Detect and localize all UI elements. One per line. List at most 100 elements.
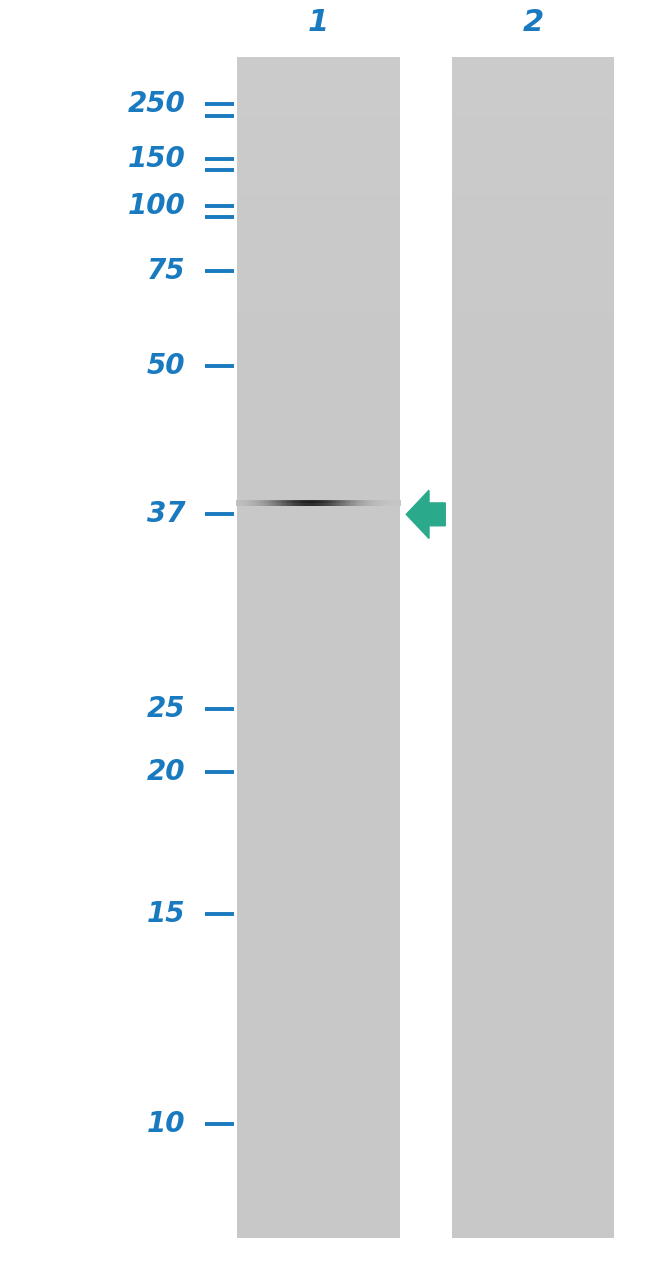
Bar xyxy=(240,503,241,505)
Bar xyxy=(374,502,376,504)
Bar xyxy=(292,503,294,505)
Bar xyxy=(256,502,258,504)
Bar xyxy=(261,503,263,505)
Bar xyxy=(307,503,309,505)
Bar xyxy=(256,503,258,505)
Bar xyxy=(241,500,243,503)
Bar xyxy=(309,500,310,503)
Bar xyxy=(251,502,253,504)
Bar xyxy=(291,500,292,503)
Bar xyxy=(344,500,346,504)
Bar xyxy=(338,503,340,505)
Bar xyxy=(300,502,302,504)
Bar xyxy=(238,503,240,505)
Bar xyxy=(394,502,396,504)
Bar xyxy=(328,500,330,504)
Bar xyxy=(274,502,276,504)
Bar xyxy=(306,500,307,503)
Bar xyxy=(346,503,348,505)
Bar xyxy=(268,502,269,505)
Bar xyxy=(452,314,614,333)
Bar xyxy=(343,503,345,505)
Bar xyxy=(313,500,315,503)
Bar xyxy=(323,502,325,504)
Bar xyxy=(452,57,614,1238)
Bar xyxy=(289,503,291,505)
Bar xyxy=(356,500,358,503)
Bar xyxy=(356,503,358,505)
Bar xyxy=(397,503,399,505)
Bar xyxy=(265,502,266,504)
Bar xyxy=(330,500,332,503)
Bar xyxy=(268,503,269,505)
Bar xyxy=(313,502,315,504)
Bar xyxy=(309,502,310,504)
Bar xyxy=(307,502,309,504)
Bar xyxy=(289,500,291,504)
Bar xyxy=(238,503,240,505)
Bar xyxy=(354,503,356,505)
Bar xyxy=(284,503,286,505)
Bar xyxy=(333,500,335,503)
Bar xyxy=(323,500,325,503)
Bar xyxy=(294,503,296,505)
Bar xyxy=(238,500,240,503)
Bar xyxy=(344,503,346,505)
Bar xyxy=(244,503,246,505)
Bar xyxy=(244,502,246,505)
Bar xyxy=(372,500,374,503)
Bar xyxy=(299,502,300,504)
Bar xyxy=(241,502,243,504)
Bar xyxy=(254,502,256,505)
Bar xyxy=(340,502,341,504)
Bar xyxy=(381,502,383,504)
Bar xyxy=(356,503,358,505)
Bar xyxy=(338,502,340,505)
Bar xyxy=(237,500,238,504)
Bar xyxy=(296,503,297,505)
Bar xyxy=(372,502,374,504)
Bar xyxy=(337,503,338,505)
Bar xyxy=(333,502,335,504)
Bar xyxy=(394,503,396,505)
Bar xyxy=(381,503,383,505)
Bar xyxy=(361,503,363,505)
Bar xyxy=(323,503,325,505)
Bar xyxy=(278,500,280,503)
Text: 37: 37 xyxy=(147,500,185,528)
Bar xyxy=(265,502,266,504)
Bar xyxy=(266,500,268,503)
Bar xyxy=(365,502,366,505)
Bar xyxy=(382,500,384,504)
Bar xyxy=(391,500,393,503)
Bar xyxy=(265,503,266,505)
Bar xyxy=(289,502,291,504)
Bar xyxy=(300,503,302,505)
Bar xyxy=(368,503,369,505)
Bar xyxy=(261,503,263,505)
Bar xyxy=(374,503,376,505)
Bar xyxy=(354,500,356,503)
Bar xyxy=(296,502,297,504)
Bar xyxy=(313,502,315,505)
Bar xyxy=(248,500,250,504)
Bar xyxy=(257,502,259,504)
Bar xyxy=(452,76,614,97)
Bar xyxy=(253,500,255,504)
Bar xyxy=(241,500,243,503)
Bar xyxy=(263,502,265,504)
Bar xyxy=(381,502,383,505)
Bar xyxy=(240,502,241,504)
Bar xyxy=(304,500,306,503)
Bar xyxy=(256,502,258,504)
Bar xyxy=(381,503,383,505)
Bar xyxy=(297,502,299,505)
Bar xyxy=(269,503,271,505)
Bar xyxy=(382,503,384,505)
Bar xyxy=(343,500,345,503)
Bar xyxy=(399,503,400,505)
Bar xyxy=(353,500,355,503)
Bar xyxy=(244,502,246,504)
Bar xyxy=(366,500,368,503)
Bar xyxy=(330,502,332,504)
